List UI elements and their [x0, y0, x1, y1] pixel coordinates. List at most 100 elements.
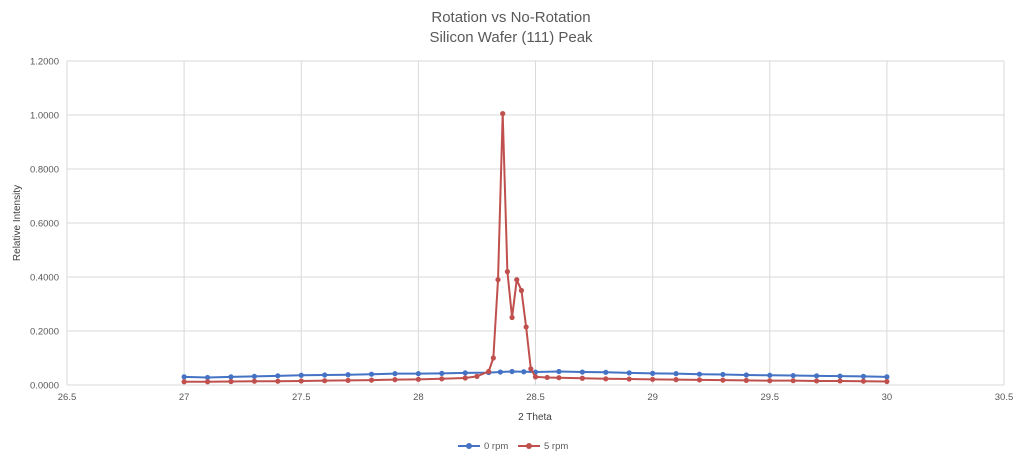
data-point-5rpm — [743, 377, 749, 384]
data-point-5rpm — [532, 374, 539, 380]
legend-label-5rpm: 5 rpm — [544, 441, 568, 452]
y-tick-labels: 0.0000 0.2000 0.4000 0.6000 0.8000 1.0000 1.20… — [30, 57, 59, 392]
data-point-5rpm — [275, 378, 281, 384]
legend-marker-0rpm — [466, 443, 472, 449]
data-point-5rpm — [528, 366, 534, 372]
data-point-5rpm — [415, 376, 421, 382]
data-point-5rpm — [439, 376, 445, 382]
x-tick-labels: 26.5 27 27.5 28 28.5 29 29.5 30 30.5 — [58, 392, 1014, 403]
data-point-0rpm — [720, 371, 726, 378]
data-point-0rpm — [322, 372, 328, 378]
wechat-icon — [769, 401, 802, 426]
data-point-5rpm — [500, 111, 506, 117]
data-point-5rpm — [509, 314, 515, 321]
y-tick-label: 0.8000 — [30, 165, 59, 176]
data-point-5rpm — [696, 377, 703, 383]
legend-item-5rpm: 5 rpm — [518, 441, 568, 452]
data-point-5rpm — [837, 378, 843, 384]
data-point-0rpm — [767, 372, 773, 378]
x-tick-label: 26.5 — [58, 392, 77, 403]
data-point-5rpm — [626, 376, 632, 382]
data-point-5rpm — [474, 373, 480, 379]
data-point-5rpm — [490, 355, 496, 361]
data-point-0rpm — [228, 374, 234, 380]
data-point-0rpm — [837, 373, 843, 379]
y-tick-label: 0.6000 — [30, 219, 59, 230]
data-point-0rpm — [790, 372, 796, 379]
data-point-0rpm — [368, 371, 375, 377]
data-point-5rpm — [544, 374, 550, 381]
data-point-0rpm — [603, 369, 609, 375]
data-point-0rpm — [743, 372, 749, 378]
y-tick-label: 0.4000 — [30, 273, 59, 284]
data-point-5rpm — [345, 377, 351, 384]
legend-marker-5rpm — [526, 443, 532, 449]
data-point-5rpm — [462, 375, 468, 381]
data-point-5rpm — [495, 277, 501, 283]
chart-subtitle: Silicon Wafer (111) Peak — [429, 29, 593, 46]
data-point-0rpm — [696, 371, 703, 377]
data-point-5rpm — [720, 377, 726, 383]
data-point-5rpm — [673, 377, 679, 383]
data-point-5rpm — [603, 376, 609, 382]
data-point-5rpm — [504, 269, 510, 275]
data-point-5rpm — [860, 378, 867, 384]
data-point-5rpm — [486, 368, 492, 375]
data-point-5rpm — [518, 287, 525, 294]
data-point-5rpm — [767, 378, 773, 384]
data-point-5rpm — [579, 375, 585, 381]
data-point-0rpm — [181, 374, 187, 380]
x-tick-label: 29 — [647, 392, 658, 403]
chart-title: Rotation vs No-Rotation — [431, 9, 590, 26]
x-tick-label: 27.5 — [292, 392, 311, 403]
x-tick-label: 30 — [882, 392, 893, 403]
data-point-5rpm — [884, 378, 890, 385]
data-point-5rpm — [514, 277, 520, 283]
gridlines — [66, 60, 1005, 386]
data-point-0rpm — [462, 370, 468, 376]
data-point-5rpm — [181, 379, 187, 385]
data-point-5rpm — [251, 378, 257, 384]
y-tick-label: 0.0000 — [30, 381, 59, 392]
data-point-0rpm — [392, 371, 398, 377]
data-point-5rpm — [556, 375, 562, 381]
data-point-5rpm — [790, 378, 796, 384]
x-axis-title: 2 Theta — [518, 412, 552, 423]
data-point-0rpm — [345, 372, 351, 378]
x-tick-label: 28.5 — [526, 392, 545, 403]
data-point-5rpm — [228, 378, 234, 385]
data-point-0rpm — [298, 372, 304, 378]
legend-label-0rpm: 0 rpm — [484, 441, 508, 452]
data-point-0rpm — [884, 374, 890, 380]
legend: 0 rpm 5 rpm — [458, 441, 568, 452]
data-point-0rpm — [497, 369, 503, 375]
data-point-5rpm — [392, 377, 398, 383]
data-point-0rpm — [556, 368, 562, 375]
data-point-0rpm — [251, 373, 257, 379]
data-point-5rpm — [814, 378, 820, 384]
data-point-5rpm — [523, 324, 529, 330]
data-point-0rpm — [521, 369, 527, 375]
data-point-0rpm — [509, 368, 515, 375]
data-point-0rpm — [673, 371, 679, 377]
x-tick-label: 30.5 — [995, 392, 1014, 403]
y-axis-title: Relative Intensity — [12, 185, 23, 261]
plot-area — [181, 111, 890, 385]
data-point-5rpm — [298, 378, 304, 384]
data-point-5rpm — [368, 377, 375, 383]
data-point-0rpm — [415, 371, 421, 377]
x-tick-label: 27 — [179, 392, 190, 403]
y-tick-label: 1.0000 — [30, 111, 59, 122]
data-point-0rpm — [814, 373, 820, 379]
data-point-0rpm — [860, 373, 867, 379]
data-point-5rpm — [322, 378, 328, 384]
y-tick-label: 1.2000 — [30, 57, 59, 68]
data-point-0rpm — [204, 374, 211, 381]
x-tick-label: 29.5 — [761, 392, 780, 403]
series-5rpm — [181, 111, 890, 385]
data-point-0rpm — [275, 373, 281, 379]
data-point-0rpm — [579, 369, 585, 375]
y-tick-label: 0.2000 — [30, 327, 59, 338]
data-point-5rpm — [204, 379, 211, 385]
